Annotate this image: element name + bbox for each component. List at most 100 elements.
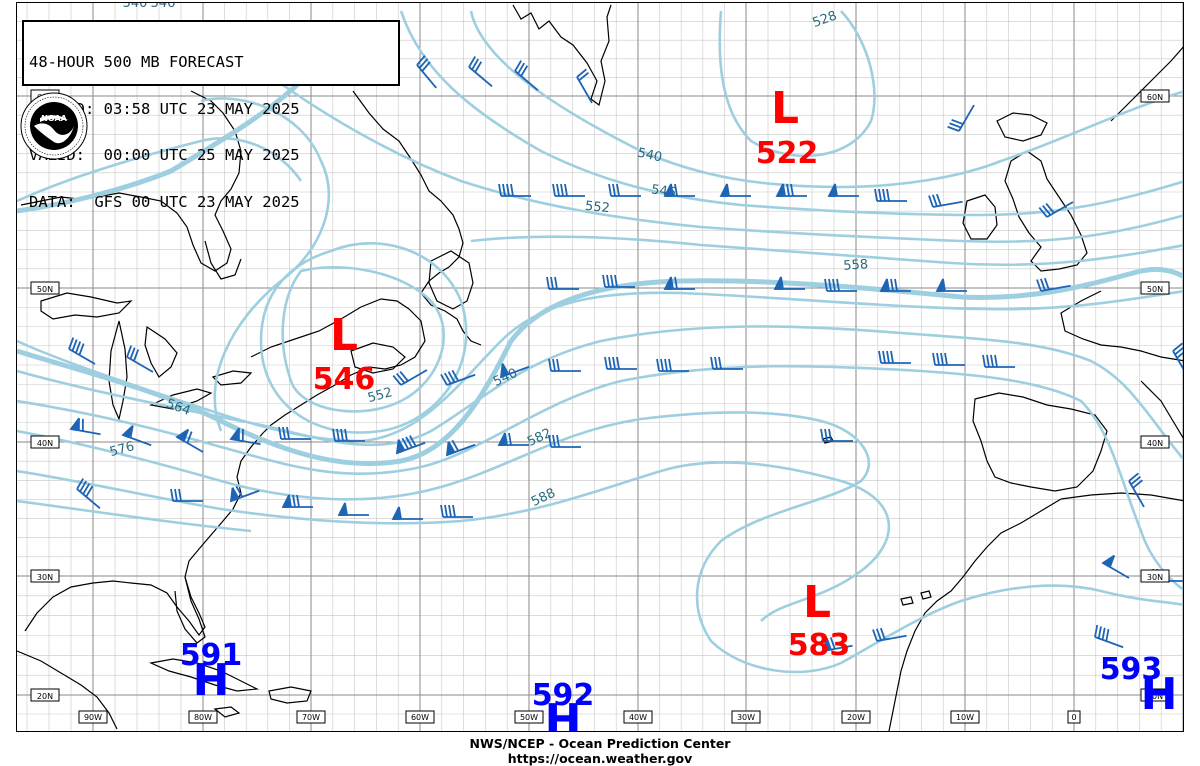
- lon-label-text: 20W: [847, 713, 865, 722]
- lat-label-left: 30N: [30, 569, 60, 583]
- wind-barb: [821, 637, 853, 653]
- wind-barb: [68, 337, 96, 365]
- forecast-title: 48-HOUR 500 MB FORECAST: [29, 53, 244, 71]
- wind-barb: [1094, 624, 1124, 649]
- lat-labels-right: 60N 50N 40N 30N 20N: [1140, 89, 1170, 702]
- wind-barb: [497, 432, 529, 446]
- lat-label-text: 40N: [1147, 439, 1163, 448]
- contour-label: 540: [636, 146, 663, 166]
- center-symbol: L: [771, 83, 799, 134]
- wind-barb: [337, 502, 369, 516]
- lake-ontario: [211, 370, 253, 386]
- lat-label-text: 30N: [1147, 573, 1163, 582]
- yucatan: [17, 650, 118, 730]
- greenland-coast: [512, 4, 612, 107]
- florida: [174, 576, 206, 644]
- lon-label: 20W: [841, 710, 871, 724]
- wind-barb: [878, 350, 911, 364]
- lon-label-text: 50W: [520, 713, 538, 722]
- hispaniola: [268, 686, 312, 704]
- center-symbol: H: [545, 695, 582, 732]
- center-symbol: L: [803, 577, 831, 628]
- grid-minor: [17, 3, 1183, 731]
- lat-label-left: 20N: [30, 688, 60, 702]
- wind-barb: [928, 193, 963, 208]
- wind-barb: [416, 55, 437, 89]
- lat-label-right: 30N: [1140, 569, 1170, 583]
- wind-barb: [1036, 277, 1071, 292]
- center-value: 591: [180, 638, 243, 673]
- wind-barb: [879, 278, 911, 292]
- contour-label: 558: [843, 257, 869, 274]
- lon-label-text: 30W: [737, 713, 755, 722]
- wind-barb: [663, 276, 695, 290]
- wind-barb: [947, 104, 975, 132]
- wind-barb: [392, 369, 428, 386]
- lat-label-left: 40N: [30, 435, 60, 449]
- contour-label: 576: [108, 439, 136, 460]
- wind-barb: [499, 363, 530, 379]
- contour-label: 552: [366, 385, 394, 406]
- contour-label: 546: [151, 3, 176, 11]
- center-value: 592: [532, 678, 595, 713]
- wind-barb: [719, 183, 751, 197]
- center-symbol: H: [1141, 669, 1178, 720]
- lat-label-text: 50N: [1147, 285, 1163, 294]
- lon-label-text: 80W: [194, 713, 212, 722]
- wind-barb: [710, 356, 743, 370]
- nova-scotia: [350, 342, 406, 374]
- center-value: 583: [788, 628, 851, 663]
- wind-barb: [874, 188, 907, 202]
- lon-label-text: 60W: [411, 713, 429, 722]
- wind-barb: [121, 425, 152, 447]
- wind-barb: [514, 60, 539, 91]
- newfoundland: [428, 250, 474, 310]
- wind-barb: [445, 439, 476, 457]
- africa-med: [1060, 492, 1183, 502]
- james-bay: [204, 240, 242, 280]
- lon-label: 0: [1067, 710, 1081, 724]
- lat-label-text: 50N: [37, 285, 53, 294]
- lon-label-text: 40W: [629, 713, 647, 722]
- lon-label-text: 70W: [302, 713, 320, 722]
- contour-label: 552: [584, 199, 610, 217]
- wind-barb: [827, 183, 859, 197]
- lon-label: 60W: [405, 710, 435, 724]
- lon-label: 90W: [78, 710, 108, 724]
- cuba: [148, 658, 260, 692]
- lon-label: 40W: [623, 710, 653, 724]
- wind-barb: [982, 354, 1015, 368]
- center-value: 593: [1100, 652, 1163, 687]
- contour-label: 540: [123, 3, 148, 11]
- center-value: 546: [313, 362, 376, 397]
- footer-url[interactable]: https://ocean.weather.gov: [507, 751, 693, 766]
- wind-barb: [602, 274, 635, 288]
- lon-label: 80W: [188, 710, 218, 724]
- wind-barb: [1038, 201, 1074, 218]
- footer-agency: NWS/NCEP - Ocean Prediction Center: [469, 736, 731, 751]
- lat-label-text: 20N: [37, 692, 53, 701]
- wind-barb: [229, 427, 261, 446]
- wind-barb: [76, 478, 101, 509]
- lon-label: 30W: [731, 710, 761, 724]
- lat-label-left: 50N: [30, 281, 60, 295]
- lat-label-text: 20N: [1147, 692, 1163, 701]
- wind-barb: [440, 369, 476, 386]
- ireland: [962, 194, 998, 240]
- lon-label: 50W: [514, 710, 544, 724]
- data-source: DATA: GFS 00 UTC 23 MAY 2025: [29, 192, 300, 211]
- lon-label: 10W: [950, 710, 980, 724]
- wind-barb: [391, 506, 423, 520]
- height-contours: [17, 10, 1183, 674]
- noaa-logo-icon: NOAA: [20, 92, 88, 160]
- wind-barb: [656, 358, 689, 372]
- iceland: [996, 112, 1048, 142]
- wind-barb: [775, 183, 807, 197]
